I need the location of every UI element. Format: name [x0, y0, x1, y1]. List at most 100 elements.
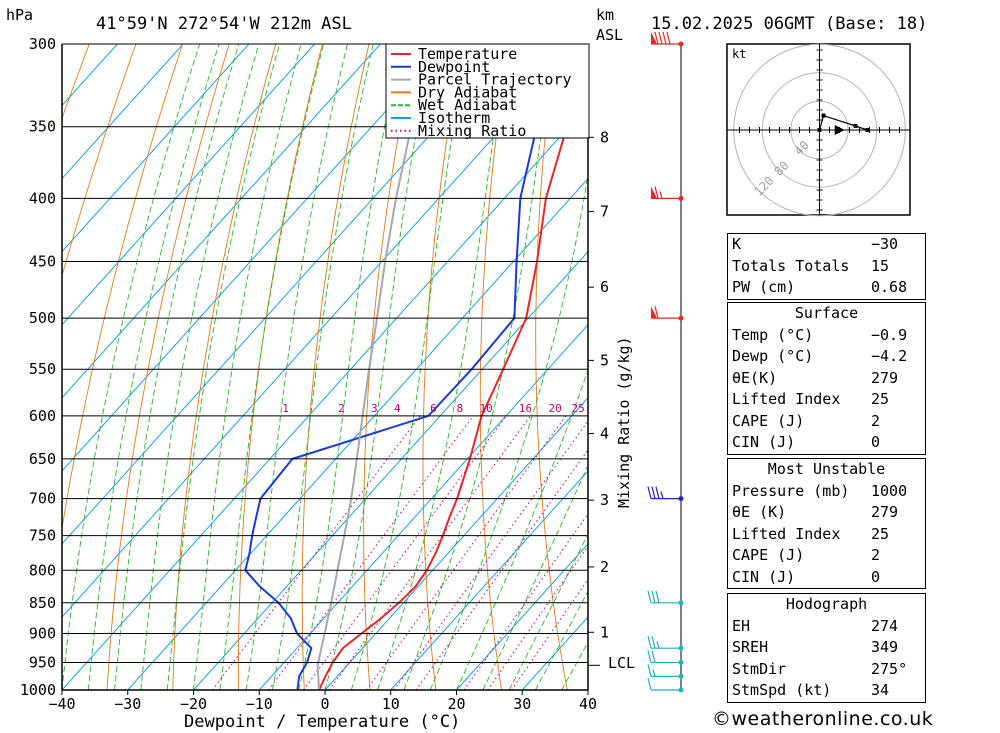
- pressure-tick-label: 1000: [20, 681, 56, 699]
- isotherm-line: [127, 177, 588, 690]
- mixing-ratio-label: 2: [338, 402, 345, 415]
- wind-barb-flag: [647, 677, 652, 691]
- axes-layer: [61, 43, 600, 695]
- surface-title: Surface: [794, 304, 859, 323]
- index-row: Dewp (°C) −4.2: [728, 346, 926, 368]
- temperature-line: [318, 77, 588, 690]
- isotherm-line: [456, 543, 588, 690]
- index-row: Lifted Index 25: [728, 389, 926, 411]
- indices-hodograph-table: Hodograph EH 274 SREH 349 StmDir 275° StmSpd (…: [727, 593, 926, 703]
- index-label: CIN (J): [732, 567, 796, 586]
- pressure-tick-label: 800: [29, 561, 56, 579]
- km-tick-label: 8: [600, 128, 609, 146]
- isotherm-line: [258, 323, 588, 690]
- wind-barb-flag: [662, 31, 667, 45]
- dry-adiabat-line: [928, 44, 1000, 690]
- km-tick-label: 3: [600, 491, 609, 509]
- indices-general-table: K −30 Totals Totals 15 PW (cm) 0.68: [727, 233, 926, 300]
- wet-adiabat-line: [219, 44, 325, 690]
- wind-barb-flag: [666, 31, 671, 45]
- wet-adiabat-line: [140, 44, 260, 690]
- wet-adiabat-line: [245, 44, 348, 690]
- index-value: 0: [871, 433, 881, 452]
- index-label: Pressure (mb): [732, 481, 850, 500]
- wind-barb: [647, 650, 681, 664]
- height-unit-label-asl: ASL: [596, 26, 623, 44]
- indices-most-unstable-table: Most Unstable Pressure (mb) 1000 θE (K) 279…: [727, 458, 926, 589]
- wind-barbs: [647, 31, 684, 693]
- mixing-ratio-line: [393, 420, 588, 690]
- wind-barb-flag: [651, 590, 656, 603]
- mixing-ratio-label: 25: [572, 402, 585, 415]
- pressure-tick-label: 650: [29, 450, 56, 468]
- x-tick-label: −40: [48, 695, 75, 713]
- wet-adiabat-line: [456, 368, 588, 690]
- index-row: EH 274: [728, 616, 926, 638]
- wind-barb-half: [660, 491, 664, 499]
- index-value: 279: [871, 368, 899, 387]
- index-row: CAPE (J) 2: [728, 411, 926, 433]
- copyright-text[interactable]: ©weatheronline.co.uk: [712, 708, 934, 730]
- index-value: −4.2: [871, 347, 908, 366]
- isotherm-line: [62, 44, 579, 618]
- wet-adiabat-line: [429, 172, 588, 690]
- index-value: 274: [871, 616, 899, 635]
- wind-barb: [651, 31, 681, 45]
- mixing-ratio-label: 10: [479, 402, 492, 415]
- wet-adiabat-line: [87, 44, 220, 690]
- index-row: Lifted Index 25: [728, 524, 926, 546]
- wind-barb: [647, 677, 681, 691]
- pressure-tick-label: 850: [29, 594, 56, 612]
- pressure-tick-label: 550: [29, 360, 56, 378]
- isotherm-line: [62, 44, 381, 399]
- hodograph-title: Hodograph: [785, 595, 868, 614]
- index-label: θE(K): [732, 368, 778, 387]
- index-label: Totals Totals: [732, 256, 850, 275]
- km-tick-label: 2: [600, 558, 609, 576]
- index-label: Temp (°C): [732, 325, 814, 344]
- wind-barb-flag: [647, 486, 652, 499]
- km-tick-label: 6: [600, 278, 609, 296]
- index-row: SREH 349: [728, 637, 926, 659]
- mixing-ratio-label: 16: [519, 402, 532, 415]
- index-row: Temp (°C) −0.9: [728, 325, 926, 347]
- mixing-ratio-label: 1: [282, 402, 289, 415]
- index-row: StmSpd (kt) 34: [728, 680, 926, 702]
- wet-adiabat-line: [166, 44, 280, 690]
- legend-box: [385, 43, 590, 139]
- hodograph-point: [821, 113, 826, 118]
- isotherm-line: [62, 104, 588, 690]
- mixing-ratio-line: [487, 545, 588, 690]
- legend-label: Wet Adiabat: [418, 96, 517, 114]
- index-label: Lifted Index: [732, 390, 841, 409]
- mixing-ratio-label: 4: [394, 402, 401, 415]
- legend-label: Dewpoint: [418, 58, 490, 76]
- dry-adiabat-line: [172, 44, 277, 690]
- wind-barb-flag: [647, 590, 652, 603]
- wet-adiabat-line: [508, 533, 588, 690]
- pressure-tick-label: 700: [29, 490, 56, 508]
- legend-label: Dry Adiabat: [418, 83, 517, 101]
- x-tick-label: −30: [114, 695, 141, 713]
- km-tick-label: 5: [600, 351, 609, 369]
- index-value: 25: [871, 390, 890, 409]
- km-tick-label: 7: [600, 203, 609, 221]
- legend-label: Mixing Ratio: [418, 122, 526, 140]
- x-tick-label: 0: [320, 695, 329, 713]
- index-row: PW (cm) 0.68: [728, 277, 926, 299]
- mixing-ratio-line: [366, 415, 567, 690]
- index-value: −0.9: [871, 325, 908, 344]
- dry-adiabat-line: [641, 44, 698, 690]
- x-tick-label: −10: [246, 695, 273, 713]
- index-label: CIN (J): [732, 433, 796, 452]
- wet-adiabat-line: [271, 44, 374, 690]
- hodograph-point: [865, 128, 870, 132]
- x-axis-title: Dewpoint / Temperature (°C): [184, 712, 460, 732]
- index-label: SREH: [732, 638, 769, 657]
- index-value: 15: [871, 256, 890, 275]
- index-row: CIN (J) 0: [728, 567, 926, 589]
- mixing-ratio-label: 8: [456, 402, 463, 415]
